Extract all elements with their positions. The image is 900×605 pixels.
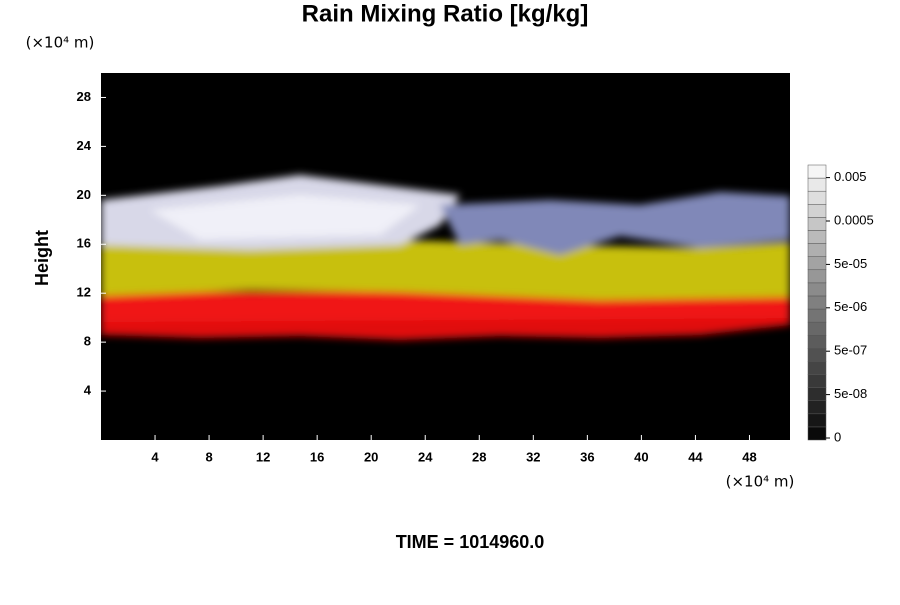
colorbar-label: 0 <box>834 429 841 444</box>
colorbar-swatch <box>807 295 827 310</box>
colorbar-label: 5e-08 <box>834 386 867 401</box>
x-tick-label: 4 <box>151 449 159 464</box>
x-unit: (×10⁴ m) <box>726 473 795 491</box>
colorbar-swatch <box>807 269 827 284</box>
colorbar-swatch <box>807 334 827 349</box>
x-tick-label: 36 <box>580 449 594 464</box>
footer: TIME = 1014960.0 <box>396 532 545 552</box>
x-tick-label: 28 <box>472 449 486 464</box>
y-tick-label: 4 <box>84 383 92 398</box>
colorbar-swatch <box>807 321 827 336</box>
colorbar-label: 5e-07 <box>834 343 867 358</box>
colorbar-swatch <box>807 190 827 205</box>
y-tick-label: 20 <box>77 187 91 202</box>
y-tick-label: 16 <box>77 236 91 251</box>
colorbar-swatch <box>807 164 827 179</box>
colorbar-label: 0.005 <box>834 169 867 184</box>
colorbar-swatch <box>807 230 827 244</box>
x-tick-label: 44 <box>688 449 703 464</box>
x-tick-label: 24 <box>418 449 433 464</box>
field <box>101 175 790 340</box>
colorbar-swatch <box>807 387 827 401</box>
colorbar-swatch <box>807 348 827 362</box>
colorbar-label: 0.0005 <box>834 212 874 227</box>
colorbar-label: 5e-05 <box>834 256 867 271</box>
x-tick-label: 48 <box>742 449 756 464</box>
x-tick-label: 16 <box>310 449 324 464</box>
colorbar-swatch <box>807 256 827 271</box>
colorbar-swatch <box>807 177 827 192</box>
colorbar-swatch <box>807 413 827 428</box>
y-tick-label: 12 <box>77 285 91 300</box>
chart-title: Rain Mixing Ratio [kg/kg] <box>302 0 589 27</box>
x-tick-label: 12 <box>256 449 270 464</box>
colorbar-swatch <box>807 243 827 257</box>
x-tick-label: 40 <box>634 449 648 464</box>
y-tick-label: 24 <box>77 138 92 153</box>
x-tick-label: 8 <box>205 449 212 464</box>
y-tick-label: 8 <box>84 334 91 349</box>
x-tick-label: 20 <box>364 449 378 464</box>
colorbar-swatch <box>807 400 827 415</box>
colorbar-swatch <box>807 204 827 218</box>
colorbar-swatch <box>807 308 827 323</box>
colorbar-swatch <box>807 361 827 375</box>
y-unit: (×10⁴ m) <box>26 34 95 52</box>
colorbar-swatch <box>807 217 827 231</box>
colorbar-label: 5e-06 <box>834 299 867 314</box>
colorbar-swatch <box>807 374 827 388</box>
colorbar-swatch <box>807 282 827 297</box>
y-tick-label: 28 <box>77 89 91 104</box>
x-tick-label: 32 <box>526 449 540 464</box>
colorbar-swatch <box>807 426 827 441</box>
y-axis-label: Height <box>32 230 52 286</box>
